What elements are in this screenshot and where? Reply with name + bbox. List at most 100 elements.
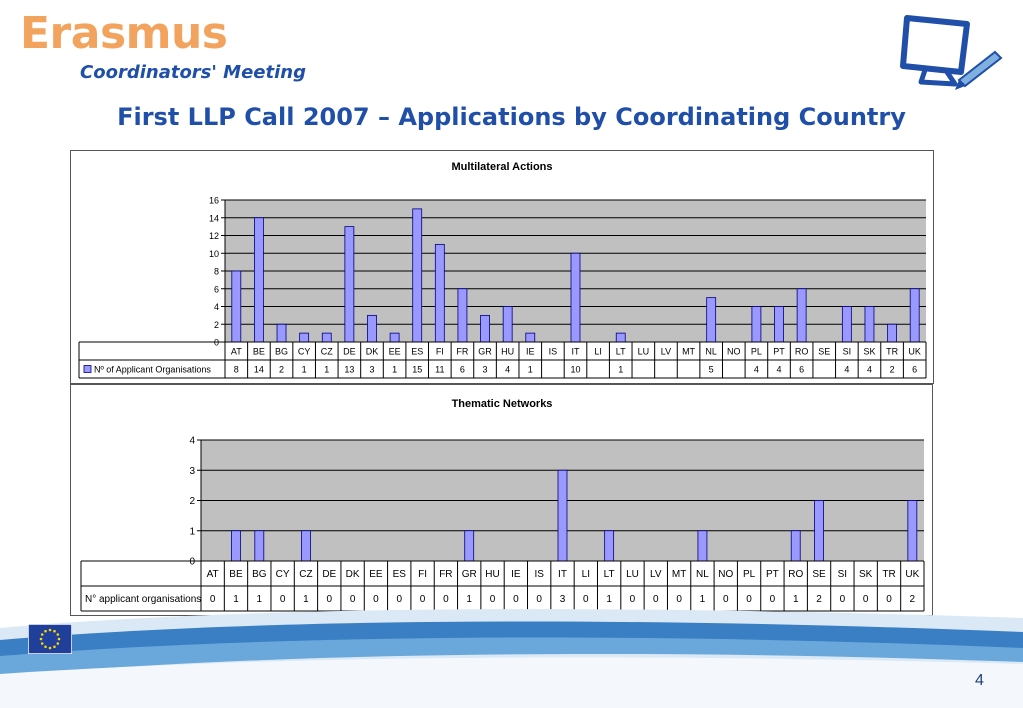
eu-star	[48, 628, 52, 632]
x-tick-label: IT	[558, 569, 567, 580]
data-label-no: 0	[723, 594, 729, 605]
eu-star	[48, 646, 52, 650]
data-label-gr: 3	[483, 365, 488, 375]
bar-nl	[706, 297, 717, 343]
data-label-ie: 0	[513, 594, 519, 605]
eu-star	[40, 642, 44, 645]
bar-sk	[864, 306, 875, 343]
thematic-networks-chart: Thematic Networks 0 1 2 3 4 AT BE BG CY CZ DE DK EE ES…	[70, 384, 933, 616]
series-label: Nº of Applicant Organisations	[94, 365, 211, 375]
data-label-gr: 1	[466, 594, 472, 605]
data-label-se: 2	[816, 594, 822, 605]
x-tick-label: SK	[859, 569, 873, 580]
x-tick-label: LI	[582, 569, 590, 580]
bar-it	[570, 252, 581, 343]
data-label-ie: 1	[528, 365, 533, 375]
footer-wave	[0, 609, 1023, 708]
x-tick-label: LI	[594, 347, 602, 357]
x-tick-label: FI	[418, 569, 427, 580]
y-tick-label: 4	[214, 302, 219, 312]
eu-star	[53, 629, 56, 633]
slide-title: First LLP Call 2007 – Applications by Co…	[117, 103, 906, 131]
data-label-ro: 1	[793, 594, 799, 605]
x-tick-label: LU	[638, 347, 650, 357]
data-label-cz: 1	[303, 594, 309, 605]
x-tick-label: IS	[549, 347, 558, 357]
x-tick-label: SI	[838, 569, 847, 580]
bar-ie	[525, 332, 536, 343]
data-label-lu: 0	[630, 594, 636, 605]
y-tick-label: 6	[214, 284, 219, 294]
x-tick-label: EE	[389, 347, 401, 357]
data-label-cy: 1	[302, 365, 307, 375]
eu-star	[56, 633, 60, 636]
x-tick-label: SE	[812, 569, 826, 580]
x-tick-label: UK	[908, 347, 921, 357]
eu-star	[53, 645, 56, 649]
data-label-si: 4	[844, 365, 849, 375]
data-label-fi: 11	[435, 365, 444, 375]
data-label-uk: 6	[912, 365, 917, 375]
chart-title: Thematic Networks	[452, 398, 553, 410]
x-tick-label: FR	[456, 347, 468, 357]
data-label-cz: 1	[324, 365, 329, 375]
x-tick-label: BE	[229, 569, 243, 580]
data-label-lt: 1	[606, 594, 612, 605]
x-tick-label: BE	[253, 347, 265, 357]
x-tick-label: MT	[682, 347, 695, 357]
x-tick-label: DE	[322, 569, 336, 580]
data-label-be: 14	[254, 365, 264, 375]
data-label-es: 0	[396, 594, 402, 605]
data-label-be: 1	[233, 594, 239, 605]
data-label-uk: 2	[910, 594, 916, 605]
bar-cz	[321, 332, 332, 343]
x-tick-label: CZ	[299, 569, 312, 580]
eu-star	[44, 645, 47, 649]
x-tick-label: LV	[650, 569, 662, 580]
data-label-de: 13	[344, 365, 354, 375]
x-tick-label: GR	[462, 569, 477, 580]
data-label-bg: 1	[257, 594, 263, 605]
x-tick-label: IS	[534, 569, 544, 580]
data-label-sk: 4	[867, 365, 872, 375]
bar-lt	[615, 332, 626, 343]
computer-pen-icon	[900, 15, 1003, 90]
data-label-is: 0	[536, 594, 542, 605]
x-tick-label: PL	[751, 347, 762, 357]
x-tick-label: GR	[478, 347, 492, 357]
data-label-tr: 0	[886, 594, 892, 605]
data-label-ee: 1	[392, 365, 397, 375]
x-tick-label: CZ	[321, 347, 333, 357]
x-tick-label: LT	[604, 569, 615, 580]
y-tick-label: 3	[189, 466, 195, 477]
x-tick-label: CY	[298, 347, 311, 357]
x-tick-label: PT	[773, 347, 785, 357]
bar-uk	[909, 288, 920, 343]
x-tick-label: IE	[526, 347, 535, 357]
eu-star	[44, 629, 47, 633]
x-tick-label: NO	[727, 347, 741, 357]
bar-uk	[907, 500, 918, 562]
data-label-lt: 1	[618, 365, 623, 375]
y-tick-label: 2	[214, 320, 219, 330]
x-tick-label: BG	[252, 569, 267, 580]
y-tick-label: 4	[189, 436, 195, 447]
data-label-it: 10	[570, 365, 580, 375]
x-tick-label: DK	[346, 569, 360, 580]
y-tick-label: 14	[209, 213, 219, 223]
x-tick-label: BG	[275, 347, 288, 357]
bar-bg	[276, 323, 287, 343]
erasmus-logo: Erasmus	[20, 8, 228, 59]
x-tick-label: LV	[661, 347, 671, 357]
x-tick-label: RO	[788, 569, 803, 580]
data-label-pl: 0	[746, 594, 752, 605]
data-label-cy: 0	[280, 594, 286, 605]
x-tick-label: DE	[343, 347, 356, 357]
x-tick-label: DK	[366, 347, 379, 357]
logo-subtitle: Coordinators' Meeting	[80, 62, 306, 83]
legend-key	[83, 365, 92, 373]
data-label-bg: 2	[279, 365, 284, 375]
bar-cz	[301, 530, 311, 562]
data-label-pt: 0	[770, 594, 776, 605]
eu-star	[56, 642, 60, 645]
